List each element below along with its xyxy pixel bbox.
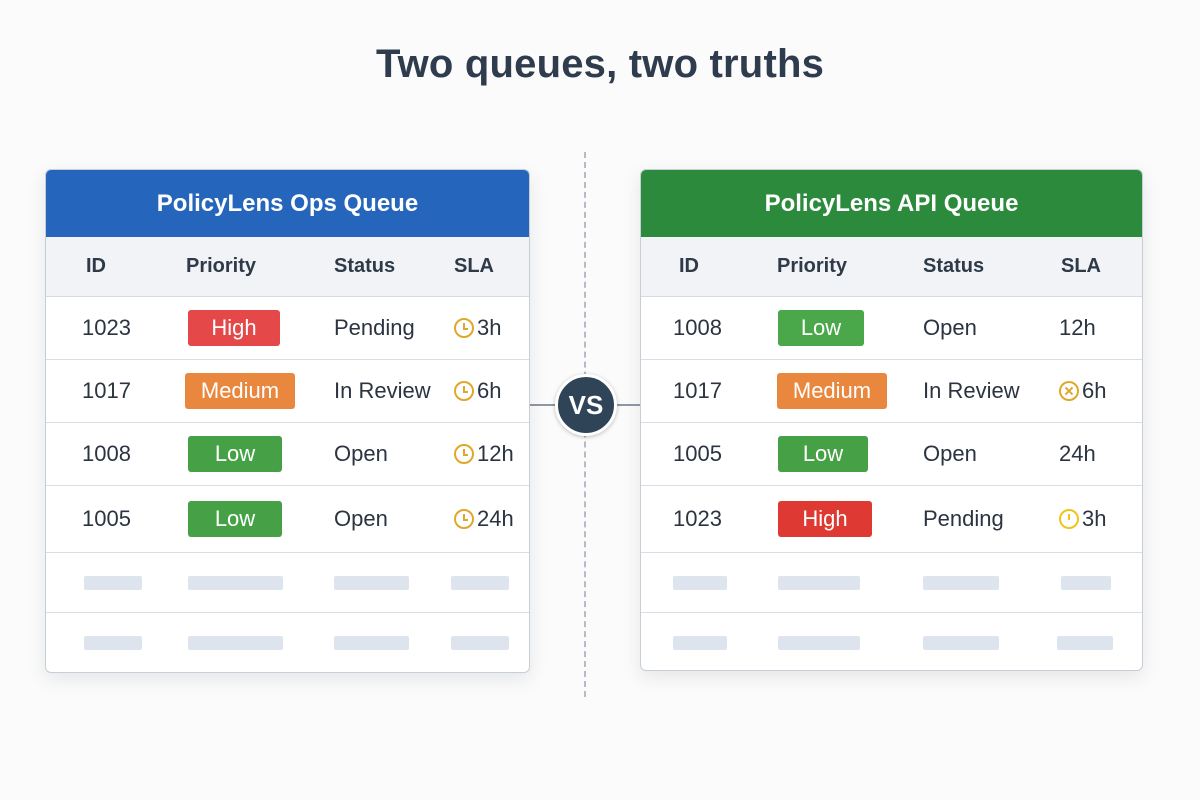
ops-table-header: ID Priority Status SLA [46,237,529,297]
placeholder-bar [451,636,509,650]
table-row[interactable]: 1005 Low Open 24h [641,423,1142,486]
clock-icon [454,381,474,401]
priority-badge-low: Low [188,436,282,472]
table-row[interactable]: 1008 Low Open 12h [641,297,1142,360]
page-title: Two queues, two truths [375,42,825,86]
row-sla: 6h [1082,378,1107,403]
row-sla: 3h [477,315,502,340]
api-queue-panel: PolicyLens API Queue ID Priority Status … [640,169,1143,671]
row-id: 1008 [673,315,722,340]
row-status: Open [923,315,977,340]
placeholder-row [641,613,1142,670]
row-sla: 12h [477,441,514,466]
row-sla: 24h [1059,441,1096,466]
table-row[interactable]: 1008 Low Open 12h [46,423,529,486]
col-id-header: ID [679,255,699,277]
vs-connector-right [616,404,640,406]
vs-badge: VS [555,374,617,436]
col-status-header: Status [334,255,396,277]
priority-badge-low: Low [778,436,868,472]
priority-badge-high: High [188,310,280,346]
row-status: In Review [923,378,1020,403]
placeholder-row [641,553,1142,613]
row-status: Pending [923,506,1004,531]
row-id: 1005 [82,506,131,531]
row-id: 1017 [82,378,131,403]
priority-badge-medium: Medium [185,373,295,409]
priority-badge-high: High [778,501,872,537]
placeholder-bar [778,575,860,590]
table-row[interactable]: 1017 Medium In Review 6h [46,360,529,423]
col-id-header: ID [86,255,106,277]
ops-queue-header: PolicyLens Ops Queue [46,170,529,237]
row-status: Open [334,441,388,466]
row-id: 1005 [673,441,722,466]
row-id: 1023 [82,315,131,340]
placeholder-bar [334,636,409,650]
ops-queue-panel: PolicyLens Ops Queue ID Priority Status … [45,169,530,673]
placeholder-bar [778,636,860,650]
row-sla: 12h [1059,315,1096,340]
placeholder-bar [923,636,999,650]
table-row[interactable]: 1005 Low Open 24h [46,486,529,553]
placeholder-bar [1061,575,1111,590]
placeholder-bar [334,575,409,590]
clock-icon [1059,509,1079,529]
placeholder-bar [673,636,727,650]
vs-connector-left [530,404,556,406]
row-status: Open [923,441,977,466]
row-status: In Review [334,378,431,403]
row-sla: 3h [1082,506,1107,531]
row-id: 1017 [673,378,722,403]
row-sla: 6h [477,378,502,403]
api-table-header: ID Priority Status SLA [641,237,1142,297]
table-row[interactable]: 1023 High Pending 3h [641,486,1142,553]
placeholder-bar [188,636,283,650]
row-id: 1023 [673,506,722,531]
table-row[interactable]: 1017 Medium In Review 6h [641,360,1142,423]
clock-icon [454,509,474,529]
clock-icon [454,318,474,338]
row-sla: 24h [477,506,514,531]
placeholder-bar [84,636,142,650]
row-status: Pending [334,315,415,340]
row-status: Open [334,506,388,531]
col-priority-header: Priority [186,255,257,277]
col-sla-header: SLA [454,255,494,277]
clock-x-icon [1059,381,1079,401]
clock-icon [454,444,474,464]
placeholder-bar [84,575,142,590]
priority-badge-low: Low [188,501,282,537]
table-row[interactable]: 1023 High Pending 3h [46,297,529,360]
col-status-header: Status [923,255,985,277]
col-priority-header: Priority [777,255,848,277]
row-id: 1008 [82,441,131,466]
placeholder-row [46,613,529,672]
priority-badge-low: Low [778,310,864,346]
api-queue-header: PolicyLens API Queue [641,170,1142,237]
placeholder-row [46,553,529,613]
placeholder-bar [673,575,727,590]
placeholder-bar [188,575,283,590]
placeholder-bar [923,575,999,590]
placeholder-bar [1057,636,1113,650]
priority-badge-medium: Medium [777,373,887,409]
placeholder-bar [451,575,509,590]
col-sla-header: SLA [1061,255,1101,277]
